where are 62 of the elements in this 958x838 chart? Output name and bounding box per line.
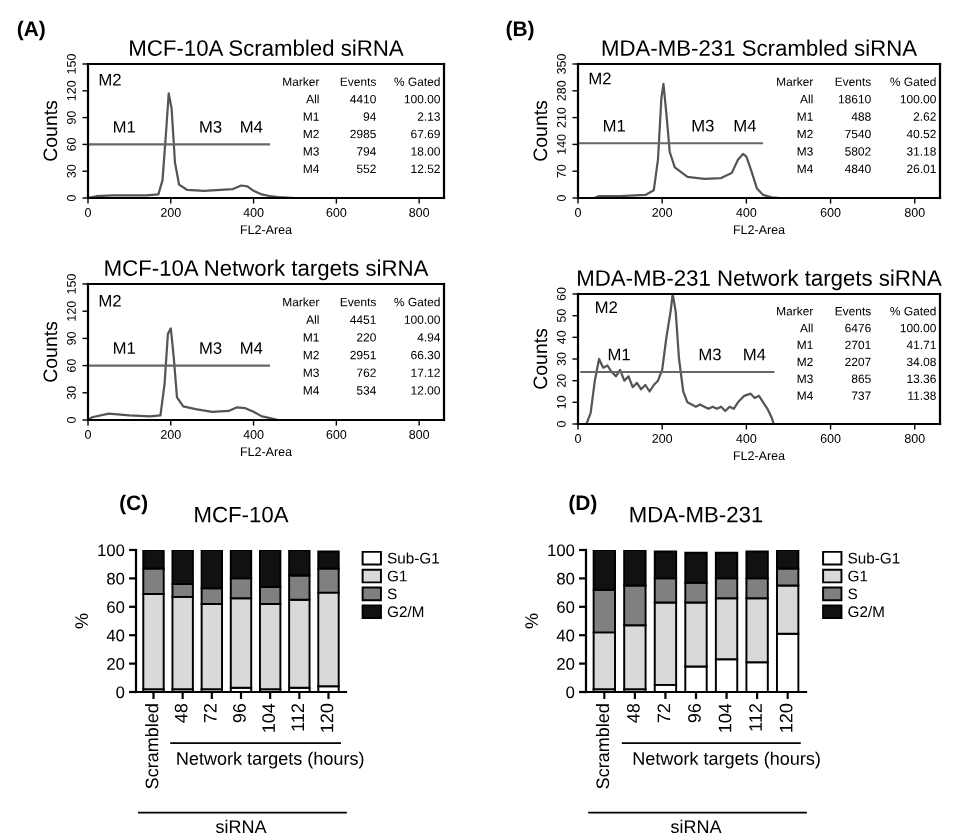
x-tick-label: Scrambled — [145, 704, 159, 789]
chart-title: MDA-MB-231 — [630, 506, 763, 523]
x-tick-label: 112 — [291, 704, 304, 731]
chart-title: MCF-10A Scrambled siRNA — [130, 39, 404, 56]
text: (B) — [506, 20, 534, 41]
annotation: M3 — [692, 119, 714, 132]
annotation: M2 — [589, 72, 611, 85]
y-tick-label: 100 — [548, 544, 575, 557]
text: (D) — [569, 494, 597, 515]
y-tick-label: 100 — [98, 544, 125, 557]
text: (C) — [120, 494, 148, 515]
text: Network targets (hours) — [633, 751, 820, 769]
annotation: M3 — [699, 348, 721, 361]
x-tick-label: Scrambled — [595, 704, 610, 789]
text: siRNA — [670, 819, 722, 834]
y-tick-label: 20 — [107, 658, 125, 670]
y-axis-title: Counts — [43, 321, 58, 382]
x-tick-label: 120 — [779, 703, 793, 732]
annotation: M2 — [596, 301, 617, 313]
y-axis-title: % — [75, 613, 88, 629]
text: siRNA — [215, 819, 267, 834]
annotation: M3 — [200, 120, 222, 133]
x-tick-label: 104 — [718, 703, 732, 732]
x-tick-label: 104 — [262, 703, 276, 732]
x-tick-label: 48 — [626, 703, 640, 723]
chart-title: MCF-10A — [195, 506, 289, 523]
annotation: M3 — [200, 342, 222, 354]
annotation: M2 — [99, 294, 121, 307]
x-tick-label: 72 — [203, 704, 217, 723]
annotation: M1 — [114, 342, 135, 354]
x-tick-label: 48 — [174, 703, 188, 723]
x-tick-label: 96 — [233, 703, 246, 723]
annotation: M1 — [603, 119, 625, 132]
chart-title: MDA-MB-231 Scrambled siRNA — [602, 39, 918, 56]
y-tick-label: 20 — [557, 658, 575, 670]
x-tick-label: 112 — [749, 704, 762, 731]
annotation: M2 — [99, 73, 121, 86]
annotation: M4 — [734, 119, 756, 132]
y-tick-label: 60 — [107, 601, 125, 613]
annotation: M4 — [744, 348, 766, 361]
x-tick-label: 120 — [320, 703, 334, 732]
y-tick-label: 0 — [116, 686, 125, 699]
chart-title: MDA-MB-231 Network targets siRNA — [578, 269, 942, 291]
text: (A) — [17, 20, 45, 41]
y-tick-label: 60 — [557, 601, 575, 613]
x-tick-label: 96 — [688, 703, 701, 723]
y-tick-label: 40 — [106, 629, 125, 642]
y-axis-title: Counts — [533, 100, 548, 161]
y-axis-title: % — [525, 613, 538, 629]
y-axis-title: Counts — [43, 100, 58, 161]
y-tick-label: 0 — [566, 686, 575, 699]
y-tick-label: 80 — [557, 572, 575, 585]
y-tick-label: 40 — [556, 629, 575, 642]
chart-title: MCF-10A Network targets siRNA — [105, 259, 429, 281]
y-tick-label: 80 — [107, 572, 125, 585]
annotation: M1 — [608, 348, 630, 361]
x-tick-label: 72 — [657, 704, 671, 723]
annotation: M4 — [241, 121, 263, 133]
annotation: M4 — [241, 342, 263, 354]
y-axis-title: Counts — [533, 328, 548, 389]
text: Network targets (hours) — [177, 751, 364, 769]
annotation: M1 — [114, 121, 135, 133]
